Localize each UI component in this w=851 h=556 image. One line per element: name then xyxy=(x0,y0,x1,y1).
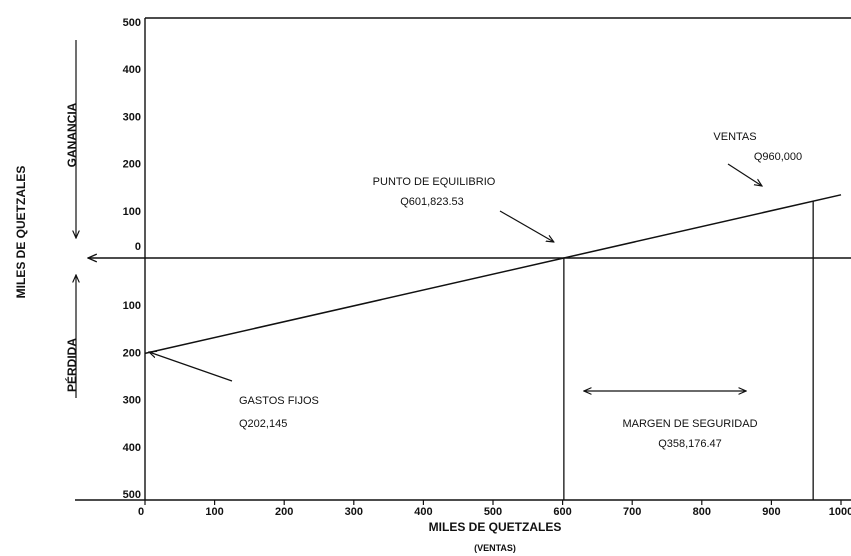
y-tick-label: 100 xyxy=(123,206,141,218)
x-tick-label: 300 xyxy=(345,506,363,518)
breakeven-value: Q601,823.53 xyxy=(400,196,464,208)
breakeven-label: PUNTO DE EQUILIBRIO xyxy=(373,176,496,188)
x-tick-label: 500 xyxy=(484,506,502,518)
sales-label: VENTAS xyxy=(713,131,756,143)
x-tick-label: 0 xyxy=(138,506,144,518)
y-tick-label: 400 xyxy=(123,442,141,454)
fixed-costs-value: Q202,145 xyxy=(239,418,287,430)
sales-cost-line xyxy=(144,194,842,355)
x-tick-label: 400 xyxy=(414,506,432,518)
x-axis-label: MILES DE QUETZALES xyxy=(429,520,562,534)
fixed-costs-pointer-arrow xyxy=(149,352,233,382)
breakeven-pointer-arrow xyxy=(499,210,554,242)
y-tick-label: 500 xyxy=(123,17,141,29)
y-tick-label: 500 xyxy=(123,489,141,501)
y-tick-label: 200 xyxy=(123,347,141,359)
x-tick-label: 200 xyxy=(275,506,293,518)
y-tick-label: 300 xyxy=(123,395,141,407)
y-tick-label: 400 xyxy=(123,64,141,76)
x-tick-label: 1000 xyxy=(829,506,851,518)
y-tick-label: 200 xyxy=(123,159,141,171)
zone-label-ganancia: GANANCIA xyxy=(65,102,79,167)
x-axis-sublabel: (VENTAS) xyxy=(474,543,516,553)
fixed-costs-label: GASTOS FIJOS xyxy=(239,395,319,407)
x-tick-label: 800 xyxy=(693,506,711,518)
y-axis-label: MILES DE QUETZALES xyxy=(14,166,28,299)
sales-value: Q960,000 xyxy=(754,151,802,163)
x-tick-label: 100 xyxy=(205,506,223,518)
y-tick-label: 100 xyxy=(123,300,141,312)
x-tick-label: 600 xyxy=(553,506,571,518)
y-tick-label: 0 xyxy=(135,241,141,253)
sales-pointer-arrow xyxy=(727,163,762,186)
zone-label-perdida: PÉRDIDA xyxy=(64,338,79,392)
safety-margin-value: Q358,176.47 xyxy=(658,438,722,450)
x-tick-label: 900 xyxy=(762,506,780,518)
y-tick-label: 300 xyxy=(123,111,141,123)
safety-margin-label: MARGEN DE SEGURIDAD xyxy=(622,418,757,430)
x-tick-label: 700 xyxy=(623,506,641,518)
